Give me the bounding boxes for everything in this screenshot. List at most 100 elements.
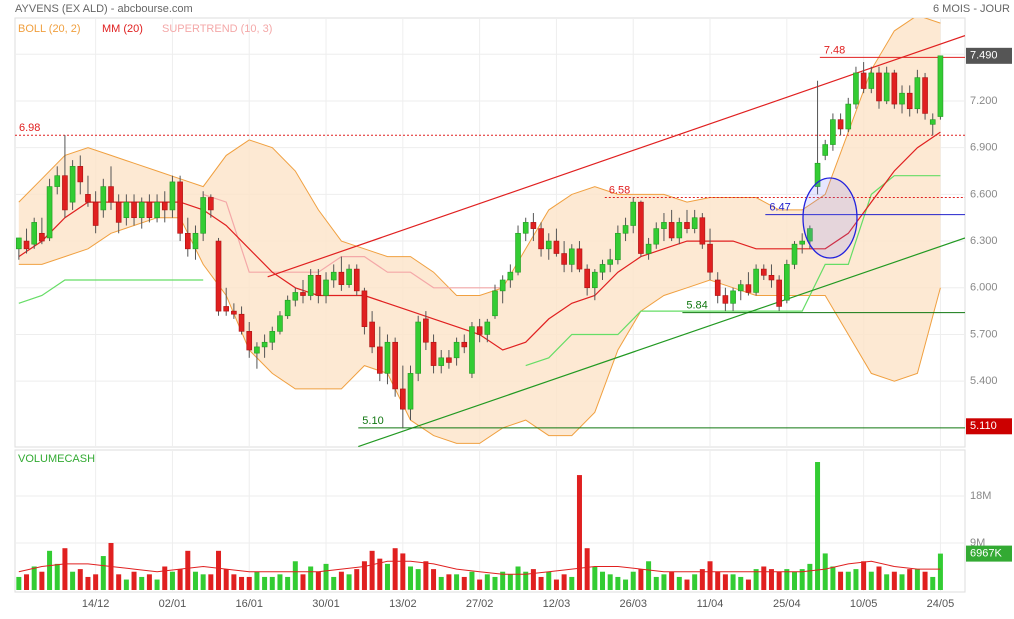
volume-bar: [62, 548, 68, 590]
candle-body: [315, 275, 322, 296]
volume-bar: [861, 561, 867, 590]
volume-bar: [39, 571, 45, 590]
volume-bar: [784, 569, 790, 590]
candle-body: [430, 341, 437, 366]
candle-body: [184, 232, 191, 250]
candle-body: [645, 243, 652, 254]
volume-bar: [492, 576, 498, 590]
level-label: 5.10: [362, 415, 383, 427]
volume-bar: [338, 571, 344, 590]
candle-body: [538, 228, 544, 250]
candle-body: [169, 181, 176, 211]
candle-body: [353, 268, 360, 292]
legend-supertrend: SUPERTREND (10, 3): [162, 23, 272, 35]
candle-body: [784, 264, 790, 301]
candle-body: [768, 275, 775, 281]
volume-bar: [669, 571, 675, 590]
volume-bar: [469, 571, 475, 590]
volume-bar: [507, 574, 513, 590]
volume-bar: [753, 569, 759, 590]
x-tick-label: 25/04: [773, 598, 801, 610]
volume-bar: [600, 571, 606, 590]
candle-body: [730, 290, 736, 304]
y-tick-label: 7.200: [970, 95, 998, 107]
low-price-label: 5.110: [970, 420, 997, 432]
candle-body: [576, 248, 583, 270]
candle-body: [138, 201, 145, 219]
candle-body: [607, 259, 613, 265]
volume-bar: [246, 576, 252, 590]
candle-body: [108, 186, 114, 203]
candle-body: [77, 166, 84, 183]
volume-bar: [484, 574, 490, 590]
volume-bar: [630, 571, 636, 590]
y-tick-label: 6.000: [970, 282, 998, 294]
volume-bar: [530, 569, 536, 590]
volume-bar: [292, 561, 298, 590]
volume-bar: [937, 553, 943, 590]
trendline: [358, 237, 965, 447]
volume-bar: [592, 566, 598, 590]
low-price-box: [966, 418, 1012, 435]
candle-body: [23, 240, 30, 250]
last-price-label: 7.490: [970, 50, 998, 62]
volume-bar: [838, 571, 844, 590]
volume-bar: [853, 569, 859, 590]
candle-body: [860, 72, 867, 89]
volume-bar: [807, 563, 813, 590]
candle-body: [415, 321, 421, 374]
volume-bar: [116, 574, 122, 590]
volume-bar: [868, 571, 874, 590]
x-tick-label: 24/05: [927, 598, 955, 610]
candle-body: [684, 222, 690, 229]
volume-average: [18, 560, 941, 575]
volume-bar: [323, 563, 329, 590]
candle-body: [361, 290, 368, 327]
candle-body: [661, 222, 667, 229]
candle-body: [123, 201, 130, 219]
candle-body: [891, 72, 898, 105]
candle-body: [592, 271, 598, 289]
candle-body: [400, 388, 406, 410]
x-tick-label: 11/04: [697, 598, 724, 610]
candle-body: [85, 194, 91, 203]
volume-bar: [384, 563, 390, 590]
candle-body: [691, 217, 698, 229]
x-tick-label: 02/01: [159, 598, 187, 610]
volume-bar: [738, 576, 744, 590]
candle-body: [369, 321, 375, 348]
candle-body: [492, 290, 498, 317]
volume-bar: [722, 574, 728, 590]
candle-body: [615, 232, 621, 261]
volume-bar: [454, 574, 460, 590]
candle-body: [714, 279, 721, 296]
volume-bar: [361, 561, 367, 590]
volume-bar: [47, 550, 53, 590]
x-tick-label: 30/01: [312, 598, 340, 610]
volume-bar: [208, 574, 214, 590]
candle-body: [469, 326, 475, 374]
candle-body: [722, 295, 729, 304]
volume-bar: [131, 571, 137, 590]
candles: [16, 55, 944, 428]
volume-bar: [914, 569, 920, 590]
volume-bar: [561, 574, 567, 590]
candle-body: [407, 373, 414, 410]
volume-bar: [438, 576, 444, 590]
candle-body: [868, 72, 875, 89]
candle-body: [937, 55, 944, 117]
x-tick-label: 10/05: [850, 598, 878, 610]
volume-bar: [822, 553, 828, 590]
volume-bar: [623, 579, 629, 590]
candle-body: [154, 201, 160, 219]
labels: 14/12 02/01 16/01 30/01 13/02 27/02 12/03 26/03…: [19, 44, 1012, 610]
candle-body: [269, 331, 276, 343]
volume-bar: [162, 566, 168, 590]
level-label: 7.48: [824, 44, 845, 56]
volume-bar: [815, 462, 821, 590]
candle-body: [92, 201, 99, 226]
volume-bar: [523, 571, 529, 590]
volume-bar: [85, 576, 91, 590]
volume-bar: [185, 550, 191, 590]
candle-body: [376, 346, 383, 374]
